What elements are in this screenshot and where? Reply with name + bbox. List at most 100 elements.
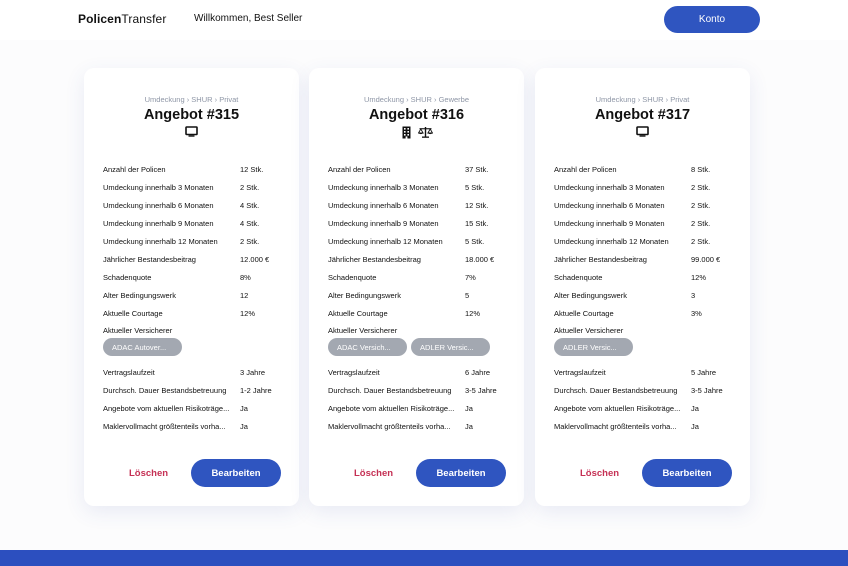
card-info-row: Schadenquote 12% [554,273,734,283]
account-button[interactable]: Konto [664,6,760,33]
insurer-chip[interactable]: ADAC Autover... [103,338,182,356]
info-value: 5 Stk. [465,183,485,192]
info-label: Aktuelle Courtage [328,309,388,318]
card-info-row: Angebote vom aktuellen Risikoträge... Ja [554,404,734,414]
info-label: Umdeckung innerhalb 6 Monaten [554,201,665,210]
card-info-row: Umdeckung innerhalb 3 Monaten 5 Stk. [328,183,508,193]
current-insurer-label: Aktueller Versicherer [554,326,624,335]
info-value: 12.000 € [240,255,270,264]
monitor-icon [636,126,649,138]
info-label: Jährlicher Bestandesbeitrag [554,255,647,264]
edit-button[interactable]: Bearbeiten [642,459,732,487]
card-info-row: Maklervollmacht größtenteils vorha... Ja [328,422,508,432]
card-category-icons [84,126,299,138]
info-value: 1-2 Jahre [240,386,272,395]
card-breadcrumb: Umdeckung › SHUR › Gewerbe [363,95,470,104]
info-value: Ja [240,422,248,431]
insurer-chip[interactable]: ADLER Versic... [554,338,633,356]
info-value: 18.000 € [465,255,495,264]
info-value: 5 Jahre [691,368,717,377]
info-value: 2 Stk. [691,237,711,246]
card-info-row: Schadenquote 8% [103,273,283,283]
info-value: 5 [465,291,470,300]
insurer-chip-list: ADAC Autover... [103,338,182,356]
current-insurer-label: Aktueller Versicherer [328,326,398,335]
info-label: Angebote vom aktuellen Risikoträge... [103,404,230,413]
info-label: Angebote vom aktuellen Risikoträge... [328,404,455,413]
offer-card: Umdeckung › SHUR › Privat Angebot #317 An… [535,68,750,506]
card-info-row: Anzahl der Policen 12 Stk. [103,165,283,175]
card-info-row: Umdeckung innerhalb 6 Monaten 2 Stk. [554,201,734,211]
info-label: Jährlicher Bestandesbeitrag [103,255,196,264]
card-title: Angebot #316 [368,107,465,123]
info-value: 7% [465,273,476,282]
delete-button[interactable]: Löschen [129,468,169,479]
info-label: Maklervollmacht größtenteils vorha... [554,422,677,431]
edit-button[interactable]: Bearbeiten [191,459,281,487]
card-breadcrumb: Umdeckung › SHUR › Privat [595,95,690,104]
card-info-row: Durchsch. Dauer Bestandsbetreuung 3-5 Ja… [328,386,508,396]
info-label: Alter Bedingungswerk [554,291,627,300]
delete-button[interactable]: Löschen [354,468,394,479]
info-value: 3-5 Jahre [691,386,723,395]
info-value: 2 Stk. [240,183,260,192]
card-info-row: Aktuelle Courtage 3% [554,309,734,319]
edit-button[interactable]: Bearbeiten [416,459,506,487]
card-info-row: Schadenquote 7% [328,273,508,283]
info-label: Anzahl der Policen [328,165,391,174]
insurer-chip[interactable]: ADAC Versich... [328,338,407,356]
logo-bold-text: Policen [78,12,122,26]
info-value: 12% [465,309,481,318]
info-label: Anzahl der Policen [554,165,617,174]
card-info-row: Umdeckung innerhalb 9 Monaten 2 Stk. [554,219,734,229]
info-label: Aktuelle Courtage [103,309,163,318]
card-info-row: Umdeckung innerhalb 12 Monaten 2 Stk. [554,237,734,247]
app-logo[interactable]: PolicenTransfer [78,12,166,26]
current-insurer-label: Aktueller Versicherer [103,326,173,335]
info-value: 3 [691,291,696,300]
scale-icon [417,126,433,138]
delete-button[interactable]: Löschen [580,468,620,479]
info-value: 12 Stk. [465,201,489,210]
card-info-row: Alter Bedingungswerk 3 [554,291,734,301]
info-value: 4 Stk. [240,219,260,228]
info-value: 4 Stk. [240,201,260,210]
info-label: Schadenquote [103,273,152,282]
info-label: Vertragslaufzeit [328,368,380,377]
card-info-row: Umdeckung innerhalb 12 Monaten 5 Stk. [328,237,508,247]
card-info-row: Vertragslaufzeit 5 Jahre [554,368,734,378]
card-info-row: Maklervollmacht größtenteils vorha... Ja [554,422,734,432]
info-value: 12 Stk. [240,165,264,174]
info-label: Durchsch. Dauer Bestandsbetreuung [554,386,678,395]
info-label: Jährlicher Bestandesbeitrag [328,255,421,264]
insurer-chip-list: ADLER Versic... [554,338,633,356]
info-value: Ja [691,422,699,431]
info-value: Ja [465,422,473,431]
top-navbar: PolicenTransfer Willkommen, Best Seller … [0,0,848,40]
card-category-icons [309,126,524,139]
card-info-row: Umdeckung innerhalb 9 Monaten 4 Stk. [103,219,283,229]
info-label: Umdeckung innerhalb 3 Monaten [328,183,439,192]
info-label: Durchsch. Dauer Bestandsbetreuung [103,386,227,395]
info-value: 15 Stk. [465,219,489,228]
info-value: Ja [691,404,699,413]
info-label: Umdeckung innerhalb 9 Monaten [328,219,439,228]
info-label: Umdeckung innerhalb 12 Monaten [328,237,443,246]
info-label: Umdeckung innerhalb 9 Monaten [103,219,214,228]
info-label: Umdeckung innerhalb 6 Monaten [103,201,214,210]
info-value: 12% [240,309,256,318]
card-info-row: Aktuelle Courtage 12% [328,309,508,319]
info-value: 8% [240,273,251,282]
card-info-row: Alter Bedingungswerk 5 [328,291,508,301]
info-label: Anzahl der Policen [103,165,166,174]
info-label: Schadenquote [554,273,603,282]
info-label: Schadenquote [328,273,377,282]
info-label: Umdeckung innerhalb 12 Monaten [103,237,218,246]
monitor-icon [185,126,198,138]
card-title: Angebot #315 [143,107,240,123]
info-value: 2 Stk. [240,237,260,246]
card-info-row: Umdeckung innerhalb 3 Monaten 2 Stk. [103,183,283,193]
info-value: 2 Stk. [691,183,711,192]
insurer-chip[interactable]: ADLER Versic... [411,338,490,356]
card-info-row: Vertragslaufzeit 6 Jahre [328,368,508,378]
